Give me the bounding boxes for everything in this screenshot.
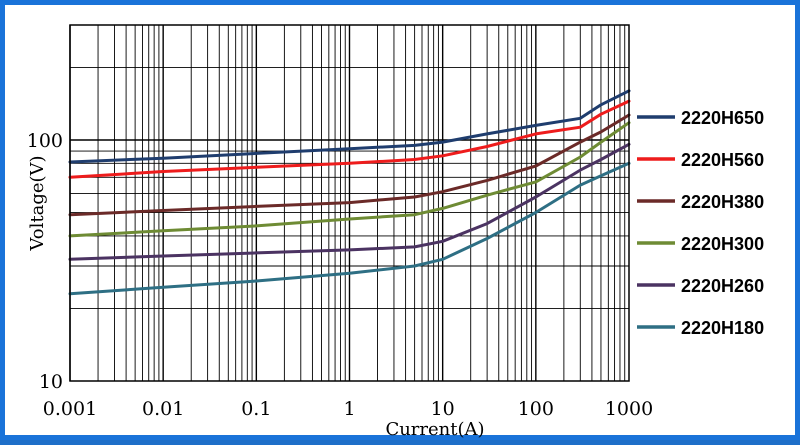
legend-label: 2220H180 — [681, 318, 764, 338]
legend-label: 2220H260 — [681, 276, 764, 296]
x-tick-label: 0.1 — [241, 398, 271, 420]
series-line-2220H650 — [68, 89, 631, 164]
series-line-2220H260 — [68, 142, 631, 261]
series-lines — [68, 89, 631, 296]
legend-label: 2220H560 — [681, 150, 764, 170]
x-tick-labels: 0.001 0.01 0.1 1 10 100 1000 — [43, 398, 653, 420]
series-line-2220H380 — [68, 113, 631, 217]
y-axis-label: Voltage(V) — [27, 155, 48, 251]
series-line-2220H180 — [68, 161, 631, 296]
x-tick-label: 0.01 — [142, 398, 184, 420]
x-axis-label: Current(A) — [385, 419, 484, 440]
x-tick-label: 10 — [431, 398, 455, 420]
series-line-2220H560 — [68, 99, 631, 179]
series-line-2220H300 — [68, 121, 631, 238]
legend-item: 2220H380 — [637, 192, 764, 212]
legend-item: 2220H300 — [637, 234, 764, 254]
legend-item: 2220H650 — [637, 108, 764, 128]
legend-item: 2220H180 — [637, 318, 764, 338]
plot-area-border — [69, 24, 630, 382]
legend-item: 2220H560 — [637, 150, 764, 170]
x-tick-label: 1000 — [605, 398, 653, 420]
y-tick-label: 100 — [27, 130, 63, 152]
x-tick-label: 1 — [343, 398, 355, 420]
legend-label: 2220H650 — [681, 108, 764, 128]
x-tick-label: 100 — [518, 398, 554, 420]
legend-label: 2220H380 — [681, 192, 764, 212]
legend-label: 2220H300 — [681, 234, 764, 254]
x-tick-label: 0.001 — [43, 398, 97, 420]
legend: 2220H650 2220H560 2220H380 2220H300 2220H260… — [637, 108, 764, 338]
legend-item: 2220H260 — [637, 276, 764, 296]
y-tick-labels: 10 100 — [27, 130, 63, 393]
y-tick-label: 10 — [39, 371, 63, 393]
